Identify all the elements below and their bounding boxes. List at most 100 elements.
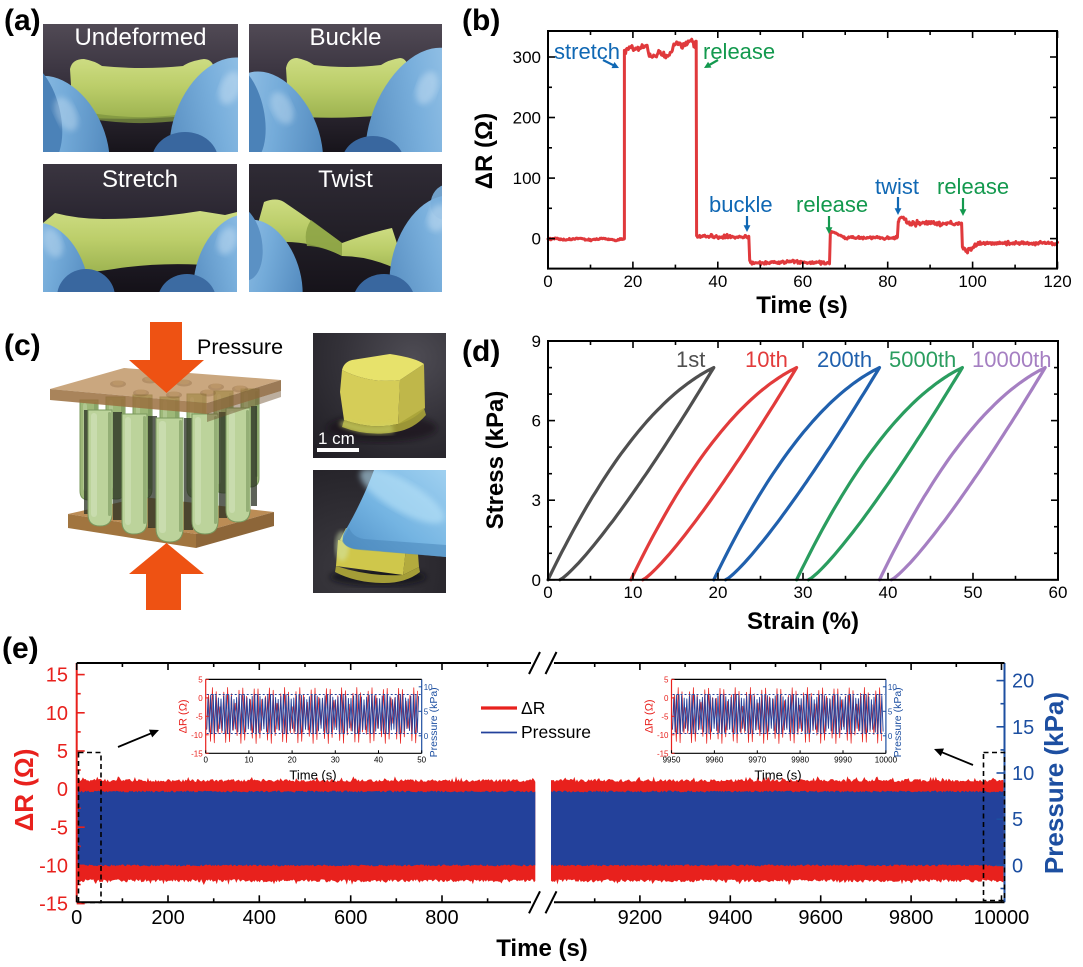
svg-text:20: 20	[288, 755, 297, 764]
svg-text:9600: 9600	[798, 907, 843, 929]
svg-text:5000th: 5000th	[889, 347, 956, 372]
svg-text:200th: 200th	[817, 347, 872, 372]
svg-text:300: 300	[513, 48, 541, 67]
svg-text:10: 10	[1012, 763, 1034, 785]
svg-text:ΔR (Ω): ΔR (Ω)	[471, 113, 498, 189]
svg-text:-15: -15	[39, 894, 68, 916]
svg-text:100: 100	[958, 272, 986, 291]
svg-text:Twist: Twist	[318, 166, 373, 193]
svg-text:9200: 9200	[618, 907, 663, 929]
svg-text:0: 0	[532, 571, 541, 590]
svg-text:0: 0	[664, 694, 669, 703]
svg-text:15: 15	[1012, 717, 1034, 739]
svg-text:-10: -10	[657, 731, 669, 740]
svg-text:100: 100	[513, 169, 541, 188]
svg-text:60: 60	[793, 272, 812, 291]
svg-text:50: 50	[964, 583, 983, 602]
svg-text:20: 20	[623, 272, 642, 291]
svg-text:800: 800	[425, 907, 458, 929]
svg-text:Pressure: Pressure	[521, 722, 591, 742]
svg-text:5: 5	[664, 675, 669, 684]
svg-text:10: 10	[888, 683, 897, 692]
svg-text:Time (s): Time (s)	[289, 767, 336, 782]
svg-text:Pressure (kPa): Pressure (kPa)	[892, 687, 904, 757]
svg-text:5: 5	[424, 707, 429, 716]
svg-text:10000: 10000	[875, 755, 898, 764]
svg-text:Stretch: Stretch	[102, 166, 178, 193]
svg-text:0: 0	[543, 583, 552, 602]
svg-text:9400: 9400	[708, 907, 753, 929]
svg-text:Pressure: Pressure	[197, 335, 283, 359]
svg-text:400: 400	[243, 907, 276, 929]
svg-text:30: 30	[794, 583, 813, 602]
svg-text:Time (s): Time (s)	[496, 935, 588, 962]
svg-text:40: 40	[879, 583, 898, 602]
svg-text:-5: -5	[50, 817, 68, 839]
svg-text:Stress (kPa): Stress (kPa)	[482, 391, 509, 530]
svg-text:20: 20	[709, 583, 728, 602]
svg-text:0: 0	[203, 755, 208, 764]
svg-text:60: 60	[1049, 583, 1068, 602]
svg-text:Undeformed: Undeformed	[74, 24, 206, 51]
svg-text:9800: 9800	[889, 907, 934, 929]
svg-text:10: 10	[46, 703, 68, 725]
svg-text:-5: -5	[661, 712, 669, 721]
svg-text:10: 10	[244, 755, 253, 764]
svg-text:0: 0	[71, 907, 82, 929]
svg-text:5: 5	[1012, 809, 1023, 831]
svg-text:ΔR (Ω): ΔR (Ω)	[178, 699, 190, 733]
svg-text:9960: 9960	[705, 755, 723, 764]
svg-text:200: 200	[151, 907, 184, 929]
svg-text:0: 0	[198, 694, 203, 703]
svg-text:6: 6	[532, 412, 541, 431]
svg-text:Time (s): Time (s)	[754, 767, 801, 782]
svg-text:0: 0	[543, 272, 552, 291]
svg-text:(a): (a)	[4, 4, 41, 37]
svg-text:9990: 9990	[834, 755, 852, 764]
svg-text:0: 0	[1012, 855, 1023, 877]
svg-text:(d): (d)	[462, 335, 500, 368]
svg-text:600: 600	[334, 907, 367, 929]
svg-text:40: 40	[374, 755, 383, 764]
svg-text:1 cm: 1 cm	[318, 429, 355, 448]
svg-text:(c): (c)	[4, 329, 41, 362]
svg-text:10: 10	[624, 583, 643, 602]
svg-text:10000: 10000	[974, 907, 1030, 929]
svg-text:twist: twist	[875, 174, 919, 199]
svg-text:release: release	[703, 39, 775, 64]
svg-text:80: 80	[878, 272, 897, 291]
svg-text:40: 40	[708, 272, 727, 291]
svg-text:50: 50	[417, 755, 426, 764]
svg-text:1st: 1st	[676, 347, 705, 372]
svg-text:-5: -5	[196, 712, 204, 721]
svg-text:200: 200	[513, 109, 541, 128]
svg-text:stretch: stretch	[554, 39, 620, 64]
svg-text:15: 15	[46, 665, 68, 687]
svg-text:10000th: 10000th	[972, 347, 1052, 372]
svg-text:0: 0	[888, 732, 893, 741]
svg-text:3: 3	[532, 491, 541, 510]
svg-text:30: 30	[331, 755, 340, 764]
svg-text:5: 5	[198, 675, 203, 684]
svg-text:Time (s): Time (s)	[756, 292, 848, 319]
svg-text:(e): (e)	[2, 632, 39, 665]
svg-text:20: 20	[1012, 671, 1034, 693]
svg-text:0: 0	[532, 230, 541, 249]
svg-text:Buckle: Buckle	[309, 24, 381, 51]
svg-text:ΔR (Ω): ΔR (Ω)	[644, 699, 656, 733]
svg-text:9950: 9950	[663, 755, 681, 764]
svg-text:10: 10	[424, 683, 433, 692]
svg-text:5: 5	[57, 741, 68, 763]
svg-text:ΔR (Ω): ΔR (Ω)	[9, 749, 39, 832]
svg-text:9970: 9970	[748, 755, 766, 764]
svg-text:5: 5	[888, 707, 893, 716]
svg-text:9: 9	[532, 332, 541, 351]
svg-text:Pressure (kPa): Pressure (kPa)	[1039, 692, 1069, 874]
svg-text:0: 0	[424, 732, 429, 741]
svg-text:9980: 9980	[791, 755, 809, 764]
svg-text:120: 120	[1043, 272, 1071, 291]
svg-text:Pressure (kPa): Pressure (kPa)	[428, 687, 440, 757]
svg-text:Strain (%): Strain (%)	[747, 608, 859, 635]
svg-text:-10: -10	[191, 731, 203, 740]
svg-text:-15: -15	[657, 749, 669, 758]
